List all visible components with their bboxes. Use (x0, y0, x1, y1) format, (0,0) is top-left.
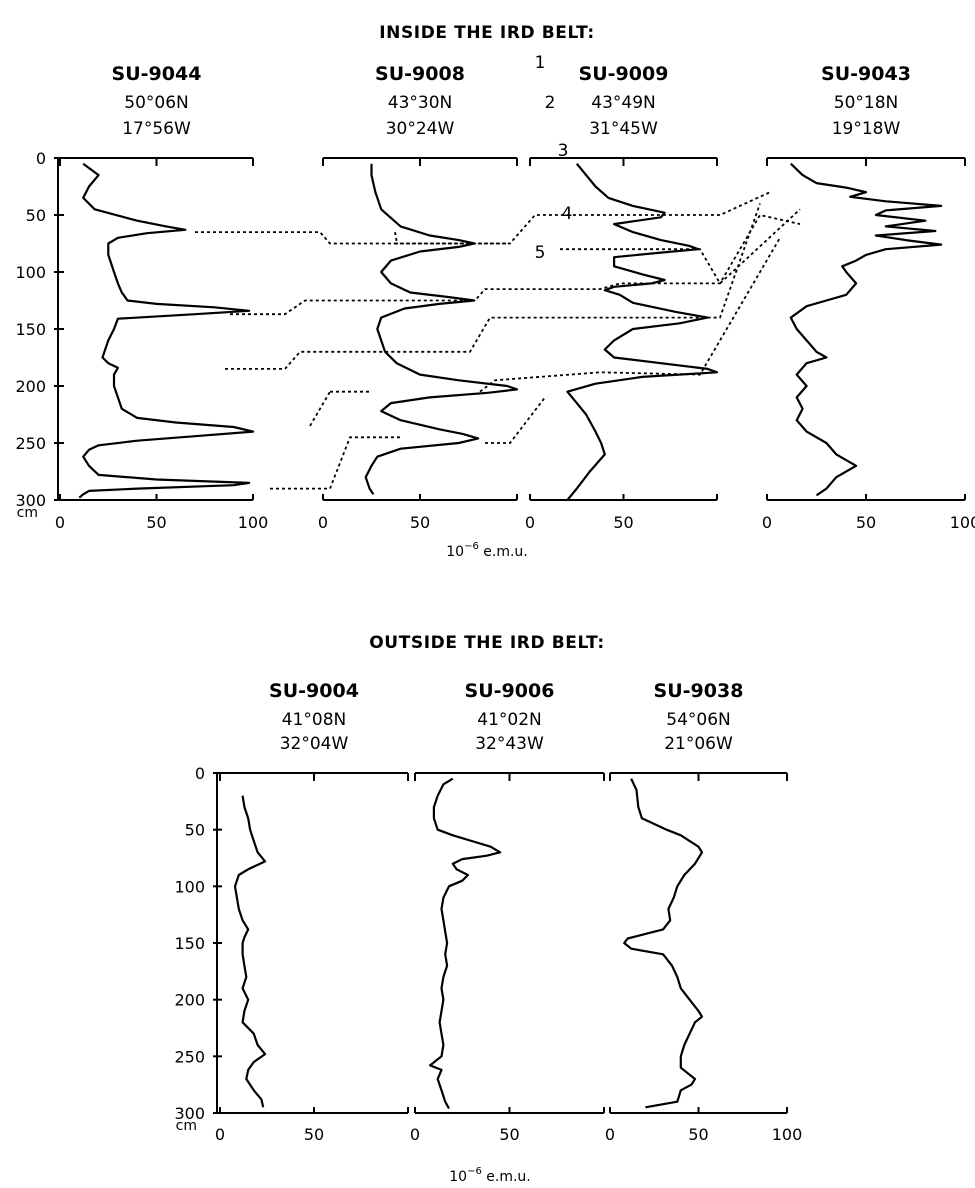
core-longitude: 19°18W (832, 119, 901, 139)
x-tick-label: 100 (238, 513, 269, 532)
depth-tick-label: 150 (15, 320, 46, 339)
depth-tick-label: 50 (185, 821, 205, 840)
tie-label: 2 (545, 93, 556, 113)
core-longitude: 17°56W (122, 119, 191, 139)
tie-line (485, 396, 546, 444)
core-latitude: 54°06N (666, 710, 730, 730)
x-tick-label: 0 (525, 513, 535, 532)
core-latitude: 50°06N (124, 93, 188, 113)
depth-tick-label: 0 (195, 764, 205, 783)
bottom-x-unit: 10−6 e.m.u. (449, 1166, 531, 1185)
core-panel-su-9009: SU-9009 43°49N 31°45W 0 50 (525, 63, 719, 532)
x-tick-label: 50 (688, 1125, 708, 1144)
core-name: SU-9009 (579, 63, 669, 85)
series-curve-su-9009 (566, 163, 719, 501)
tie-line (225, 203, 761, 370)
tie-label: 3 (558, 141, 569, 161)
series-curve-su-9038 (623, 778, 704, 1109)
depth-tick-label: 300 (15, 491, 46, 510)
depth-tick-label: 0 (36, 149, 46, 168)
tie-label: 4 (562, 204, 573, 224)
tie-label: 5 (535, 243, 546, 263)
tie-label: 1 (535, 53, 546, 73)
core-panel-su-9008: SU-9008 43°30N 30°24W 0 50 (318, 63, 519, 532)
bottom-cores: SU-9004 41°08N 32°04W 0 50 SU-9006 41°02N 32°43… (215, 680, 802, 1144)
core-panel-su-9043: SU-9043 50°18N 19°18W 0 50 100 (762, 63, 975, 532)
x-tick-label: 0 (215, 1125, 225, 1144)
tie-line (394, 231, 398, 244)
core-name: SU-9006 (465, 680, 555, 702)
core-latitude: 41°08N (282, 710, 346, 730)
core-latitude: 43°49N (591, 93, 655, 113)
core-longitude: 31°45W (589, 119, 658, 139)
x-tick-label: 0 (762, 513, 772, 532)
x-tick-label: 100 (772, 1125, 803, 1144)
tie-line (479, 237, 781, 393)
depth-unit-label: cm (176, 1118, 197, 1134)
core-name: SU-9004 (269, 680, 359, 702)
depth-tick-label: 50 (26, 206, 46, 225)
x-tick-label: 0 (318, 513, 328, 532)
bottom-chart-title: OUTSIDE THE IRD BELT: (369, 633, 605, 653)
core-longitude: 21°06W (664, 734, 733, 754)
core-name: SU-9044 (112, 63, 202, 85)
tie-line (270, 436, 400, 490)
depth-tick-label: 200 (15, 377, 46, 396)
x-tick-label: 0 (410, 1125, 420, 1144)
series-curve-su-9008 (364, 163, 519, 495)
depth-unit-label: cm (17, 505, 38, 521)
core-panel-su-9006: SU-9006 41°02N 32°43W 0 50 (410, 680, 605, 1144)
x-tick-label: 50 (410, 513, 430, 532)
core-longitude: 32°04W (280, 734, 349, 754)
x-tick-label: 50 (499, 1125, 519, 1144)
series-curve-su-9043 (789, 162, 943, 497)
top-x-unit: 10−6 e.m.u. (446, 541, 528, 560)
tie-line (230, 213, 801, 316)
core-longitude: 32°43W (475, 734, 544, 754)
depth-tick-label: 100 (15, 263, 46, 282)
depth-tick-label: 250 (174, 1047, 205, 1066)
top-chart-title: INSIDE THE IRD BELT: (379, 23, 595, 43)
tie-line (195, 191, 771, 245)
tie-line (309, 391, 331, 427)
core-name: SU-9038 (654, 680, 744, 702)
depth-tick-label: 200 (174, 991, 205, 1010)
core-latitude: 43°30N (388, 93, 452, 113)
core-latitude: 41°02N (477, 710, 541, 730)
top-tie-lines: 1 2 3 45 (195, 53, 801, 490)
depth-tick-label: 300 (174, 1104, 205, 1123)
x-tick-label: 0 (55, 513, 65, 532)
x-tick-label: 50 (146, 513, 166, 532)
x-tick-label: 100 (950, 513, 975, 532)
core-panel-su-9038: SU-9038 54°06N 21°06W 0 50 100 (605, 680, 802, 1144)
series-curve-su-9006 (429, 777, 502, 1110)
depth-tick-label: 250 (15, 434, 46, 453)
series-curve-su-9004 (233, 795, 267, 1108)
core-name: SU-9043 (821, 63, 911, 85)
core-longitude: 30°24W (386, 119, 455, 139)
core-panel-su-9044: SU-9044 50°06N 17°56W 0 50 100 (55, 63, 268, 532)
x-tick-label: 50 (304, 1125, 324, 1144)
depth-tick-label: 150 (174, 934, 205, 953)
x-tick-label: 50 (856, 513, 876, 532)
core-name: SU-9008 (375, 63, 465, 85)
core-panel-su-9004: SU-9004 41°08N 32°04W 0 50 (215, 680, 409, 1144)
tie-line (560, 208, 801, 285)
x-tick-label: 0 (605, 1125, 615, 1144)
core-latitude: 50°18N (834, 93, 898, 113)
series-curve-su-9044 (78, 162, 255, 499)
depth-tick-label: 100 (174, 877, 205, 896)
x-tick-label: 50 (613, 513, 633, 532)
